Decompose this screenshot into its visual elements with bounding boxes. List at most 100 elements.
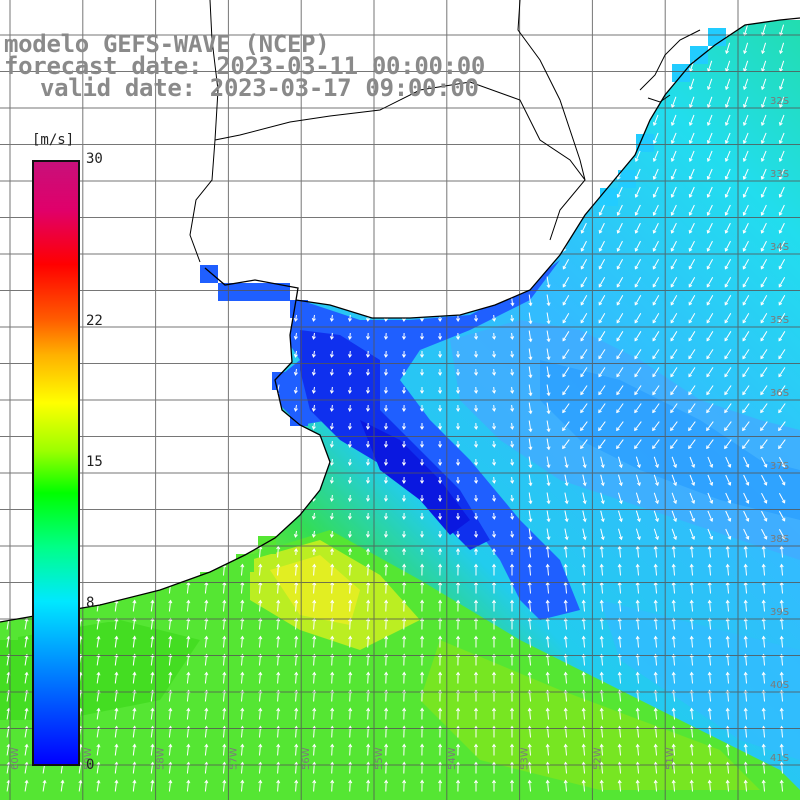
- wind-arrow-head: [706, 229, 711, 234]
- wind-arrow-head: [707, 86, 711, 91]
- wind-arrow-head: [96, 779, 101, 784]
- wind-arrow-head: [688, 445, 692, 450]
- wind-arrow: [601, 618, 603, 630]
- wind-arrow: [259, 672, 261, 684]
- wind-arrow-head: [545, 599, 550, 604]
- wind-arrow: [295, 762, 297, 774]
- wind-arrow-head: [616, 337, 621, 342]
- wind-arrow-head: [599, 599, 604, 604]
- wind-arrow: [743, 150, 749, 162]
- wind-arrow-head: [384, 761, 389, 766]
- wind-arrow-head: [689, 635, 694, 640]
- wind-arrow: [582, 492, 586, 504]
- wind-arrow: [618, 474, 622, 486]
- wind-arrow-head: [724, 283, 729, 288]
- wind-arrow-head: [618, 536, 623, 541]
- wind-arrow-head: [132, 671, 137, 676]
- wind-arrow: [132, 780, 136, 792]
- wind-arrow: [223, 780, 225, 792]
- wind-arrow: [778, 258, 786, 270]
- wind-arrow-head: [293, 534, 298, 538]
- wind-arrow: [727, 582, 729, 594]
- wind-arrow-head: [132, 779, 137, 784]
- wind-arrow-head: [455, 761, 461, 766]
- wind-arrow: [528, 366, 532, 378]
- wind-arrow: [601, 546, 603, 558]
- wind-arrow-head: [564, 518, 569, 523]
- wind-arrow-head: [617, 743, 622, 748]
- wind-arrow-head: [778, 391, 782, 396]
- wind-arrow: [78, 762, 82, 774]
- wind-arrow-head: [655, 500, 659, 505]
- wind-arrow: [600, 474, 604, 486]
- wind-arrow-head: [709, 536, 714, 540]
- wind-arrow: [673, 762, 675, 774]
- wind-arrow: [673, 708, 675, 720]
- wind-arrow: [547, 780, 549, 792]
- wind-arrow: [670, 421, 678, 431]
- wind-arrow-head: [527, 779, 532, 784]
- wind-arrow-head: [563, 707, 568, 712]
- wind-arrow: [725, 474, 731, 486]
- wind-arrow-head: [760, 427, 764, 432]
- wind-arrow: [349, 332, 351, 340]
- wind-arrow-head: [634, 337, 639, 342]
- wind-arrow: [277, 582, 279, 594]
- wind-arrow-head: [707, 563, 712, 568]
- wind-arrow-head: [492, 408, 497, 412]
- wind-arrow: [511, 530, 513, 538]
- wind-arrow: [564, 528, 568, 540]
- wind-arrow: [617, 186, 623, 198]
- wind-arrow: [241, 600, 243, 612]
- wind-arrow-head: [636, 536, 641, 541]
- wind-arrow: [583, 744, 585, 756]
- wind-arrow: [565, 654, 567, 666]
- wind-arrow: [688, 276, 696, 288]
- wind-arrow-head: [473, 653, 479, 658]
- wind-arrow: [763, 654, 765, 666]
- wind-arrow-head: [545, 653, 550, 658]
- lon-label: 53W: [520, 747, 531, 770]
- wind-arrow-head: [634, 265, 639, 270]
- wind-arrow: [671, 240, 677, 252]
- wind-arrow: [745, 618, 747, 630]
- wind-arrow-head: [420, 653, 425, 658]
- wind-arrow: [745, 708, 747, 720]
- wind-arrow-head: [438, 671, 443, 676]
- wind-arrow: [565, 762, 567, 774]
- wind-arrow-head: [742, 229, 747, 234]
- wind-arrow: [601, 600, 603, 612]
- wind-arrow: [529, 744, 531, 756]
- wind-arrow: [616, 331, 624, 341]
- wind-arrow-head: [655, 536, 659, 541]
- wind-arrow-head: [617, 635, 622, 640]
- wind-arrow: [634, 294, 642, 306]
- wind-arrow: [331, 368, 333, 376]
- wind-arrow: [493, 530, 495, 538]
- wind-arrow: [634, 367, 642, 377]
- wind-arrow: [511, 458, 513, 466]
- wind-arrow-head: [222, 779, 227, 784]
- wind-arrow: [599, 222, 605, 234]
- wind-arrow-head: [742, 247, 747, 252]
- wind-arrow-head: [634, 427, 638, 432]
- wind-arrow-head: [168, 779, 173, 784]
- wind-arrow: [742, 349, 750, 359]
- wind-arrow: [349, 636, 351, 648]
- wind-arrow: [706, 331, 714, 341]
- wind-arrow: [259, 762, 261, 774]
- wind-arrow: [689, 474, 695, 486]
- wind-arrow-head: [743, 86, 747, 91]
- wind-arrow-head: [401, 516, 407, 520]
- wind-arrow-head: [652, 193, 657, 198]
- wind-arrow: [331, 332, 333, 340]
- wind-arrow: [331, 512, 333, 520]
- wind-arrow: [349, 386, 351, 394]
- wind-arrow: [760, 385, 768, 395]
- wind-arrow: [565, 636, 567, 648]
- wind-arrow-head: [655, 482, 659, 487]
- wind-arrow: [528, 474, 532, 486]
- wind-arrow: [24, 762, 28, 774]
- wind-arrow-head: [510, 498, 515, 502]
- wind-arrow-head: [527, 635, 532, 640]
